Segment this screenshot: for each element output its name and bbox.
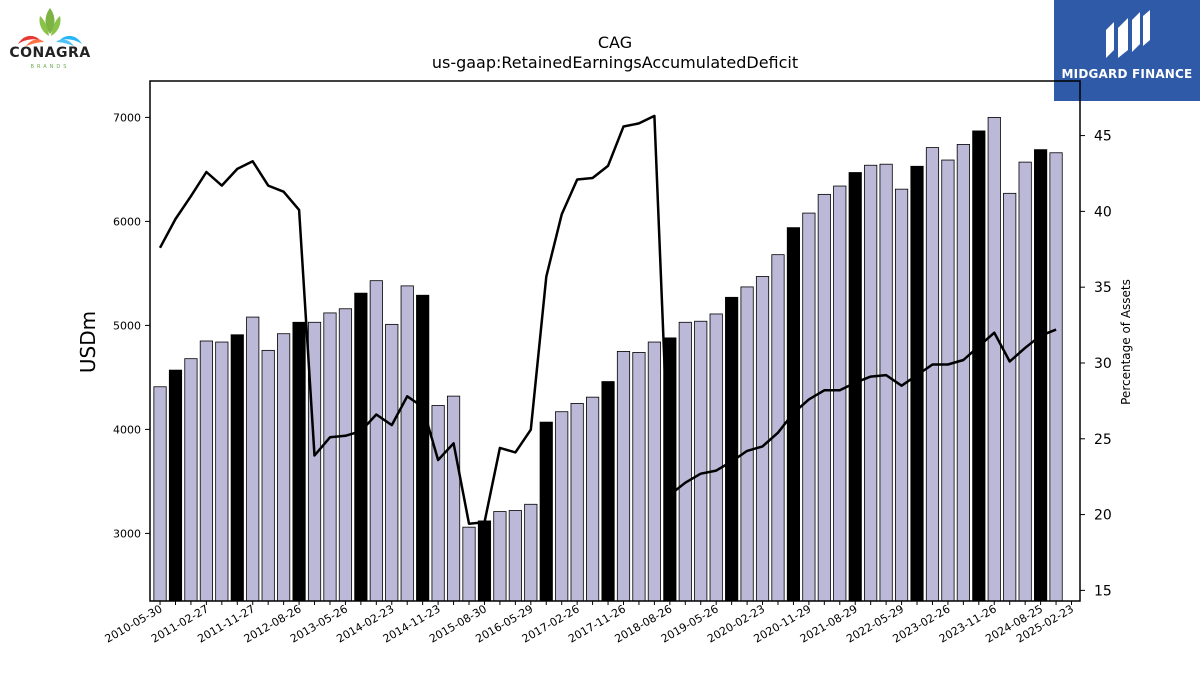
- bar: [199, 340, 213, 602]
- midgard-wordmark: MIDGARD FINANCE: [1061, 67, 1193, 81]
- bar: [972, 130, 986, 602]
- y-tick-label: 7000: [113, 111, 141, 124]
- bar: [647, 341, 661, 602]
- bar: [910, 165, 924, 602]
- bar: [431, 405, 445, 602]
- bar: [833, 185, 847, 602]
- bar: [740, 286, 754, 602]
- bar: [338, 308, 353, 602]
- y2-axis-label: Percentage of Assets: [1119, 279, 1133, 405]
- midgard-finance-logo: MIDGARD FINANCE: [1054, 0, 1200, 101]
- bar: [292, 321, 306, 602]
- bar: [261, 349, 275, 602]
- bar: [215, 341, 229, 602]
- bar: [941, 159, 955, 602]
- bar: [987, 117, 1001, 602]
- bar: [446, 395, 461, 602]
- y2-tick-label: 45: [1094, 129, 1112, 145]
- bar: [1003, 192, 1017, 602]
- bar: [1018, 161, 1032, 602]
- bar: [709, 313, 723, 602]
- chart-subtitle: us-gaap:RetainedEarningsAccumulatedDefic…: [432, 53, 798, 72]
- plot-frame: [149, 80, 1081, 602]
- bar: [230, 334, 244, 602]
- bar: [246, 316, 260, 602]
- conagra-wordmark: CONAGRA: [9, 45, 91, 61]
- bar: [524, 503, 538, 602]
- bar: [323, 312, 337, 602]
- bar: [879, 163, 893, 602]
- bar: [508, 510, 522, 602]
- bar: [555, 411, 569, 602]
- bar: [586, 396, 600, 602]
- bar: [369, 280, 383, 602]
- bar: [462, 526, 476, 602]
- conagra-leaf-icon: [18, 8, 82, 46]
- bar: [1049, 152, 1063, 602]
- bar: [307, 321, 322, 602]
- y2-tick-label: 30: [1094, 356, 1112, 372]
- line-series: [158, 114, 1057, 525]
- bar: [678, 321, 692, 602]
- bar: [168, 369, 183, 602]
- bar: [184, 358, 198, 602]
- y-tick-label: 3000: [113, 527, 141, 540]
- bar: [539, 421, 553, 602]
- bar-series: [153, 117, 1063, 602]
- bar: [802, 212, 816, 602]
- y2-tick-label: 25: [1094, 432, 1112, 448]
- midgard-emblem-icon: [1106, 10, 1150, 58]
- bar: [493, 511, 507, 602]
- bar: [153, 386, 167, 602]
- percent-of-assets-line: [158, 114, 1057, 525]
- bar: [956, 144, 970, 602]
- bar: [925, 147, 940, 602]
- chart-title: CAG: [598, 33, 632, 52]
- bar: [894, 188, 909, 602]
- y-tick-label: 5000: [113, 319, 141, 332]
- bar: [817, 193, 831, 602]
- bar: [864, 164, 878, 602]
- y2-tick-label: 35: [1094, 280, 1112, 296]
- bar: [601, 381, 615, 602]
- bar: [848, 172, 862, 602]
- conagra-logo: CONAGRA BRANDS: [0, 0, 100, 78]
- y2-tick-label: 40: [1094, 204, 1112, 220]
- bar: [277, 333, 291, 602]
- y-tick-label: 4000: [113, 423, 141, 436]
- bar: [725, 296, 739, 602]
- bar: [416, 294, 430, 602]
- bar: [570, 402, 584, 602]
- bar: [616, 350, 631, 602]
- bar: [400, 285, 414, 602]
- bar: [354, 292, 368, 602]
- y-tick-label: 6000: [113, 215, 141, 228]
- conagra-subtext: BRANDS: [30, 64, 70, 70]
- bar: [1034, 149, 1048, 602]
- y-axis-label: USDm: [76, 311, 100, 373]
- bar: [755, 276, 770, 602]
- y2-tick-label: 20: [1094, 508, 1112, 524]
- y2-tick-label: 15: [1094, 583, 1112, 599]
- bar: [632, 352, 646, 602]
- bar: [694, 320, 708, 602]
- bar: [477, 520, 492, 602]
- bar: [385, 323, 399, 602]
